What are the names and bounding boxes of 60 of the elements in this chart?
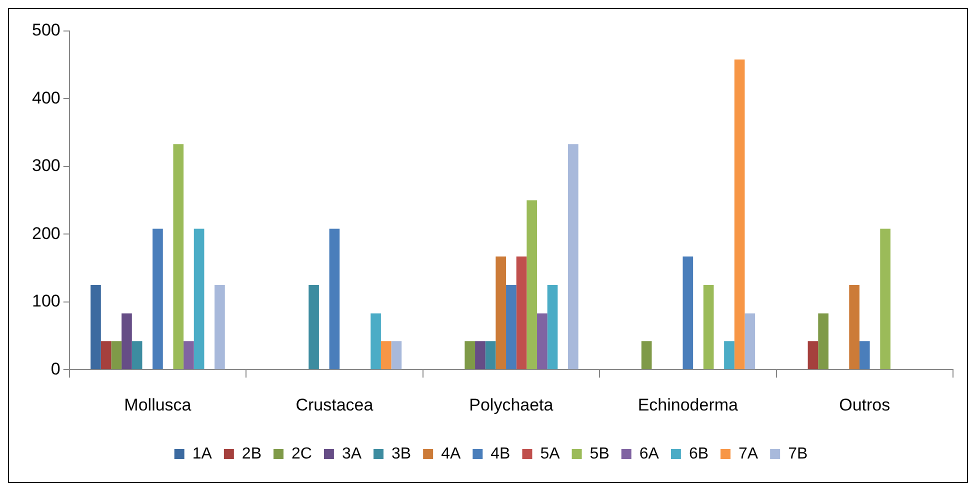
bar bbox=[859, 341, 870, 370]
y-tick-label: 400 bbox=[32, 88, 60, 108]
legend-label: 2C bbox=[291, 445, 312, 462]
legend-label: 6A bbox=[639, 445, 660, 462]
y-tick-label: 300 bbox=[32, 156, 60, 176]
y-tick-label: 500 bbox=[32, 20, 60, 40]
bar bbox=[485, 341, 496, 370]
bar bbox=[464, 341, 476, 370]
bar bbox=[380, 341, 392, 370]
legend-label: 6B bbox=[688, 445, 709, 462]
bar bbox=[100, 341, 112, 370]
legend-label: 7A bbox=[738, 445, 758, 462]
y-tick-label: 100 bbox=[32, 292, 60, 311]
bar bbox=[329, 228, 340, 370]
bar bbox=[682, 256, 694, 370]
bar bbox=[370, 313, 381, 370]
bar bbox=[808, 341, 818, 370]
legend-label: 4B bbox=[490, 445, 510, 462]
bar bbox=[173, 144, 184, 370]
legend-label: 5B bbox=[590, 445, 610, 462]
bar bbox=[506, 284, 516, 370]
bar bbox=[475, 341, 486, 370]
bar bbox=[703, 284, 714, 370]
bar bbox=[818, 313, 828, 370]
bar bbox=[734, 59, 745, 370]
legend-label: 2B bbox=[242, 445, 262, 462]
bar bbox=[880, 228, 890, 370]
bar bbox=[641, 341, 652, 370]
bar bbox=[744, 313, 756, 370]
bar bbox=[391, 341, 402, 370]
legend-label: 7B bbox=[788, 445, 808, 462]
bar bbox=[849, 284, 860, 370]
bar bbox=[496, 256, 506, 370]
x-tick-label: Mollusca bbox=[124, 395, 192, 414]
x-tick-label: Outros bbox=[839, 395, 890, 414]
bar bbox=[516, 256, 527, 370]
bar bbox=[152, 228, 163, 370]
legend-label: 3B bbox=[392, 445, 412, 462]
bar bbox=[194, 228, 204, 370]
legend-label: 1A bbox=[192, 445, 212, 462]
bar bbox=[132, 341, 142, 370]
bar bbox=[724, 341, 734, 370]
bar bbox=[214, 284, 225, 370]
bar bbox=[526, 200, 538, 370]
y-tick-label: 0 bbox=[50, 359, 60, 378]
x-tick-label: Crustacea bbox=[296, 395, 374, 414]
x-tick-label: Echinoderma bbox=[638, 395, 739, 414]
bar bbox=[547, 284, 558, 370]
y-tick-label: 200 bbox=[32, 224, 60, 243]
x-tick-label: Polychaeta bbox=[469, 395, 554, 414]
bar bbox=[122, 313, 132, 370]
legend-label: 4A bbox=[441, 445, 461, 462]
legend-label: 3A bbox=[342, 445, 362, 462]
legend-label: 5A bbox=[540, 445, 560, 462]
bar bbox=[184, 341, 194, 370]
bar bbox=[568, 144, 578, 370]
bar bbox=[308, 284, 319, 370]
bar bbox=[111, 341, 122, 370]
bar bbox=[537, 313, 548, 370]
bar bbox=[90, 284, 101, 370]
